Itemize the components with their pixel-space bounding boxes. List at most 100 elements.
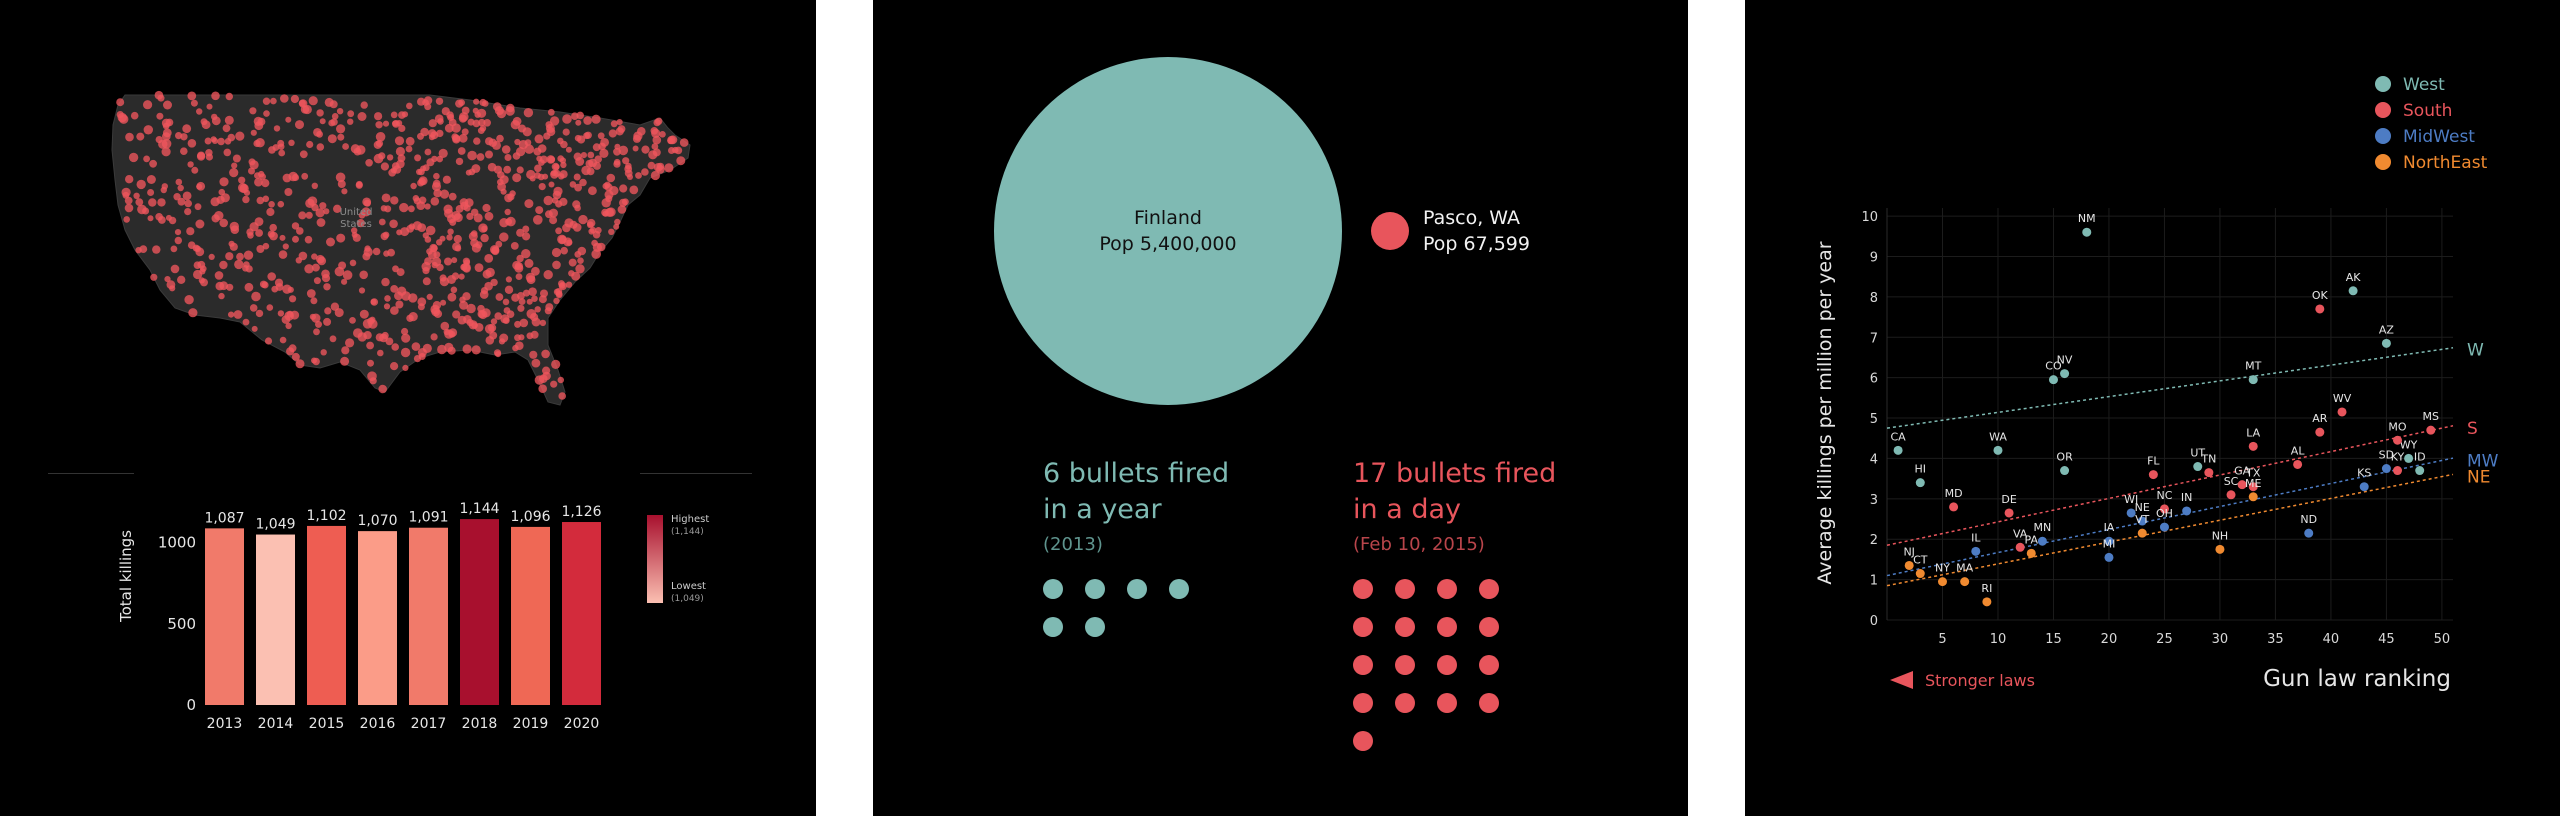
state-point-ca: [1893, 445, 1903, 455]
state-point-nh: [2215, 544, 2225, 554]
map-incident-dot: [142, 207, 150, 215]
bullet-dot-year: [1169, 579, 1189, 599]
map-incident-dot: [242, 195, 250, 204]
map-incident-dot: [174, 236, 182, 245]
state-label: AZ: [2379, 323, 2395, 336]
map-incident-dot: [238, 183, 248, 193]
map-incident-dot: [475, 241, 483, 249]
map-incident-dot: [619, 198, 628, 207]
map-incident-dot: [170, 264, 180, 274]
map-incident-dot: [505, 276, 512, 283]
map-incident-dot: [200, 118, 208, 126]
map-incident-dot: [263, 110, 270, 117]
map-incident-dot: [566, 239, 573, 246]
state-label: KS: [2357, 467, 2371, 480]
bullet-dot-day: [1395, 655, 1415, 675]
map-incident-dot: [313, 277, 321, 285]
map-incident-dot: [439, 277, 449, 287]
map-incident-dot: [402, 364, 409, 371]
map-incident-dot: [279, 336, 287, 344]
map-incident-dot: [440, 321, 450, 331]
map-incident-dot: [345, 338, 355, 348]
map-incident-dot: [253, 116, 263, 126]
map-incident-dot: [292, 235, 299, 243]
map-incident-dot: [175, 132, 183, 140]
x-tick-label: 15: [2045, 632, 2062, 647]
map-incident-dot: [447, 292, 457, 302]
map-incident-dot: [610, 120, 618, 128]
map-incident-dot: [211, 137, 219, 144]
map-incident-dot: [408, 312, 418, 322]
map-incident-dot: [473, 98, 480, 105]
x-tick-label: 2018: [462, 716, 498, 732]
map-incident-dot: [143, 155, 151, 163]
map-incident-dot: [391, 343, 400, 351]
y-tick-label: 3: [1870, 493, 1878, 508]
map-incident-dot: [543, 132, 551, 140]
map-incident-dot: [430, 197, 440, 206]
map-incident-dot: [362, 197, 372, 207]
trend-label-w: W: [2467, 340, 2484, 360]
map-incident-dot: [401, 333, 411, 343]
map-incident-dot: [553, 169, 561, 177]
map-incident-dot: [546, 155, 555, 164]
map-incident-dot: [436, 263, 444, 272]
map-incident-dot: [442, 175, 451, 184]
map-incident-dot: [422, 343, 432, 353]
state-point-ia: [2104, 536, 2114, 546]
state-label: VA: [2013, 527, 2028, 540]
map-incident-dot: [531, 295, 538, 303]
map-incident-dot: [352, 233, 361, 242]
y-tick-label: 0: [1870, 614, 1878, 629]
map-incident-dot: [375, 121, 383, 129]
bullet-dot-day: [1353, 579, 1373, 599]
state-label: MO: [2388, 420, 2406, 433]
map-incident-dot: [211, 91, 220, 101]
map-incident-dot: [538, 384, 547, 394]
map-incident-dot: [538, 295, 547, 304]
bar-value-label: 1,144: [459, 501, 499, 517]
state-point-az: [2381, 338, 2391, 348]
map-incident-dot: [518, 298, 526, 305]
map-incident-dot: [161, 139, 172, 149]
y-tick-label: 1: [1870, 574, 1878, 589]
map-incident-dot: [254, 217, 264, 227]
map-incident-dot: [560, 140, 568, 149]
map-incident-dot: [365, 159, 373, 167]
state-label: WI: [2124, 493, 2138, 506]
map-incident-dot: [562, 128, 570, 136]
map-incident-dot: [511, 293, 520, 302]
trend-label-ne: NE: [2467, 468, 2490, 488]
state-point-vt: [2137, 528, 2147, 538]
map-incident-dot: [291, 222, 300, 230]
x-tick-label: 2013: [207, 716, 243, 732]
map-incident-dot: [594, 155, 602, 163]
map-incident-dot: [261, 179, 270, 188]
map-incident-dot: [545, 210, 553, 219]
map-incident-dot: [373, 140, 382, 149]
map-incident-dot: [471, 208, 479, 216]
map-incident-dot: [485, 336, 495, 345]
map-incident-dot: [259, 173, 266, 181]
map-incident-dot: [269, 223, 278, 232]
map-incident-dot: [574, 204, 581, 212]
map-incident-dot: [655, 117, 663, 126]
map-incident-dot: [605, 195, 613, 203]
map-incident-dot: [417, 303, 425, 311]
map-incident-dot: [414, 154, 422, 162]
legend-label-ne: NorthEast: [2403, 153, 2488, 173]
map-incident-dot: [516, 166, 524, 174]
map-incident-dot: [319, 118, 326, 125]
map-incident-dot: [299, 150, 308, 159]
state-label: NY: [1935, 562, 1950, 575]
map-incident-dot: [353, 328, 363, 338]
map-incident-dot: [224, 115, 234, 125]
state-point-nv: [2060, 369, 2070, 379]
map-incident-dot: [277, 310, 285, 317]
map-incident-dot: [490, 278, 498, 287]
map-incident-dot: [550, 380, 558, 388]
map-incident-dot: [491, 246, 500, 256]
map-incident-dot: [471, 345, 481, 355]
map-incident-dot: [338, 261, 347, 270]
map-incident-dot: [438, 148, 448, 158]
